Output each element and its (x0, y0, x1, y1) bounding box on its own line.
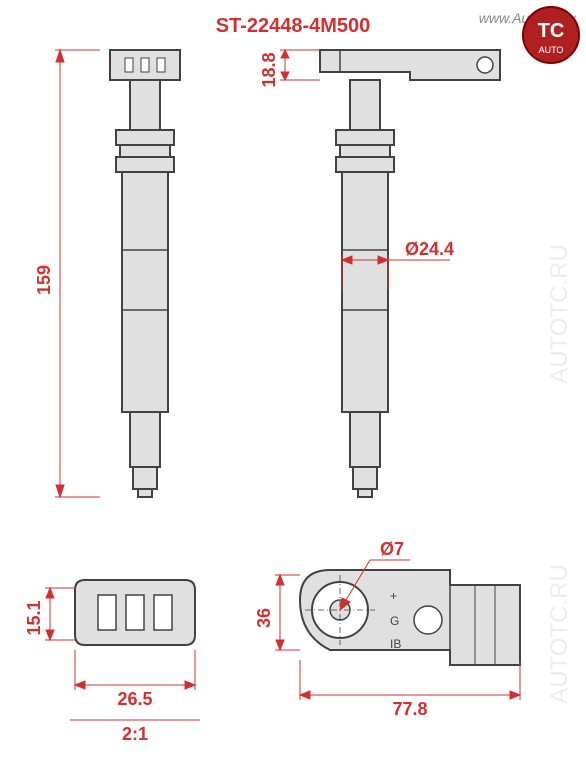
drawing-svg: 159 (0, 0, 586, 768)
dim-label-18-8: 18.8 (259, 52, 279, 87)
dim-label-36: 36 (254, 608, 274, 628)
dim-label-26-5: 26.5 (117, 689, 152, 709)
dim-label-15-1: 15.1 (24, 600, 44, 635)
dim-15-1 (45, 588, 75, 640)
dim-label-hole: Ø7 (380, 539, 404, 559)
dim-label-159: 159 (34, 265, 54, 295)
dim-26-5 (75, 650, 195, 690)
bracket-top-view: + G IB (300, 570, 520, 665)
front-view (110, 50, 180, 497)
svg-text:IB: IB (390, 637, 401, 651)
side-view-top (320, 50, 500, 497)
dim-label-77-8: 77.8 (392, 699, 427, 719)
dim-36 (275, 575, 300, 650)
dim-label-diameter: Ø24.4 (405, 239, 454, 259)
scale-label: 2:1 (122, 724, 148, 744)
connector-detail (75, 580, 195, 645)
dim-18-8 (280, 50, 320, 80)
svg-text:+: + (390, 589, 397, 603)
svg-text:G: G (390, 614, 399, 628)
technical-drawing: www.AutoTC.ru TC AUTO ST-22448-4M500 AUT… (0, 0, 586, 768)
dim-height-159 (55, 50, 100, 497)
